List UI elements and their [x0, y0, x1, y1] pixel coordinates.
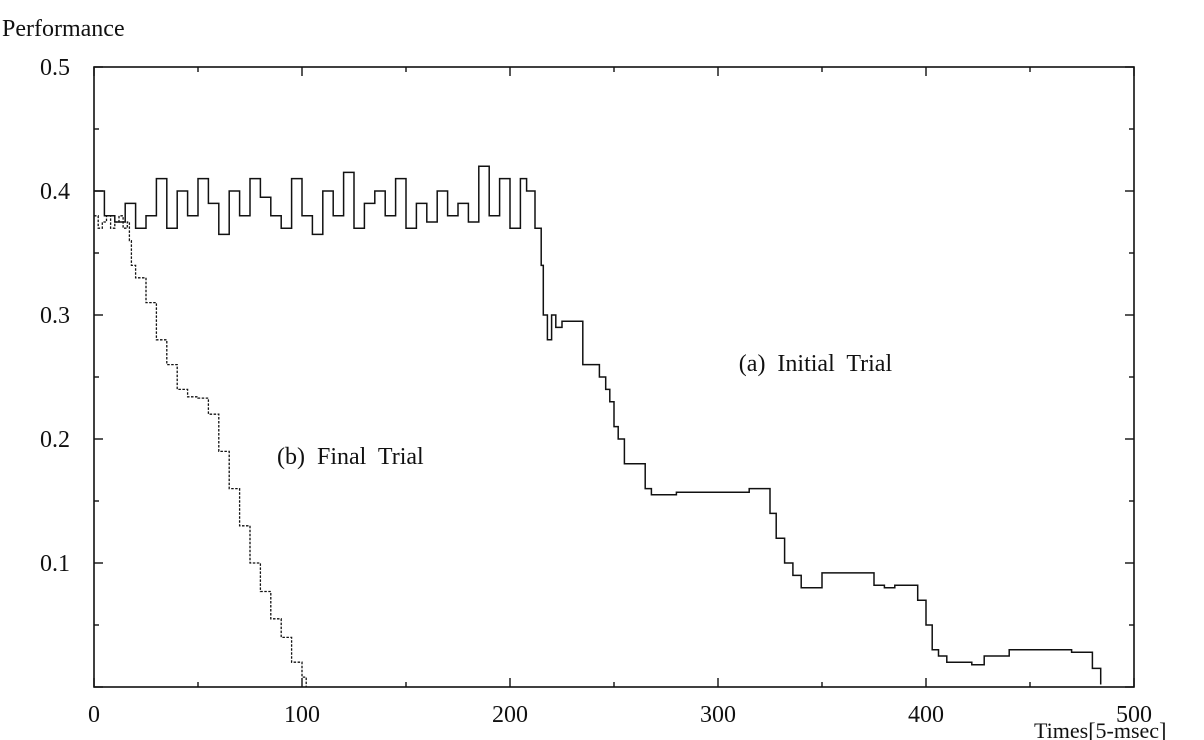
annotation-initial-trial: (a) Initial Trial	[739, 351, 893, 377]
series-lines	[94, 165, 1102, 687]
series-initial-trial-line	[94, 165, 1102, 685]
y-tick-label: 0.5	[40, 55, 70, 81]
y-tick-label: 0.1	[40, 551, 70, 577]
series-final-trial-line	[94, 215, 307, 687]
plot-frame	[93, 66, 1135, 688]
x-tick-label: 500	[1116, 702, 1152, 728]
x-tick-label: 400	[908, 702, 944, 728]
annotation-final-trial: (b) Final Trial	[277, 444, 424, 470]
x-tick-label: 100	[284, 702, 320, 728]
x-axis-label: Times[5-msec]	[1034, 718, 1166, 740]
annotations: (a) Initial Trial (b) Final Trial	[277, 351, 892, 470]
x-tick-label: 300	[700, 702, 736, 728]
x-tick-label: 0	[88, 702, 100, 728]
x-tick-labels: 0 100 200 300 400 500	[88, 702, 1152, 728]
y-tick-label: 0.3	[40, 303, 70, 329]
y-tick-label: 0.4	[40, 179, 70, 205]
x-tick-label: 200	[492, 702, 528, 728]
y-tick-label: 0.2	[40, 427, 70, 453]
y-tick-labels: 0.1 0.2 0.3 0.4 0.5	[40, 55, 70, 577]
tick-marks	[93, 66, 1135, 688]
y-axis-label: Performance	[2, 16, 125, 42]
